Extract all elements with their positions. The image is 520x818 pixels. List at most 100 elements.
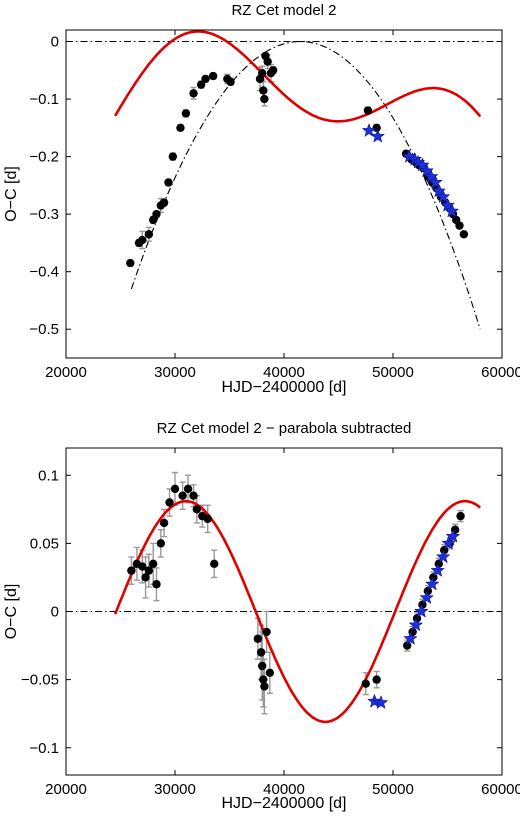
parabola-dashdot-curve: [130, 40, 481, 330]
y-tick-label: 0.05: [30, 535, 59, 552]
star-data-point: [435, 189, 451, 204]
y-tick-label: −0.1: [29, 740, 59, 757]
x-tick-label: 20000: [45, 781, 87, 798]
y-tick-label: −0.1: [29, 91, 59, 108]
data-point: [259, 86, 268, 95]
x-tick-label: 20000: [45, 364, 87, 381]
plot-frame: [65, 447, 503, 776]
data-point: [372, 123, 381, 133]
data-point: [262, 627, 271, 637]
data-point: [168, 152, 178, 161]
data-point: [170, 484, 180, 494]
data-point: [203, 514, 212, 524]
data-point: [260, 94, 269, 104]
chart-panel-1: RZ Cet model 2 20000 30000 40000 50000 60000 0…: [3, 2, 520, 396]
plot-area: [66, 471, 502, 724]
star-data-point: [419, 163, 435, 178]
data-point: [459, 230, 469, 239]
data-point: [176, 123, 185, 133]
data-point: [156, 539, 166, 548]
data-point: [363, 106, 373, 115]
data-point: [126, 258, 135, 268]
data-point: [144, 230, 154, 239]
y-tick-label: −0.4: [29, 264, 59, 281]
data-point: [192, 505, 201, 514]
x-tick-label: 50000: [372, 781, 414, 798]
data-point: [152, 209, 161, 219]
y-tick-label: 0: [51, 604, 59, 621]
data-point: [201, 74, 210, 84]
x-tick-label: 30000: [154, 364, 196, 381]
data-point: [361, 679, 370, 688]
data-point: [402, 641, 412, 650]
data-point: [258, 68, 267, 78]
star-data-point: [435, 549, 451, 564]
y-tick-label: 0.1: [38, 467, 59, 484]
data-point: [268, 66, 278, 75]
star-data-point: [414, 603, 429, 618]
data-point: [159, 198, 169, 207]
data-point: [259, 675, 268, 684]
data-point: [189, 89, 198, 98]
fit-curve: [113, 30, 482, 123]
star-data-point: [403, 631, 418, 645]
star-data-point: [445, 528, 461, 543]
star-data-point: [419, 590, 435, 605]
data-point: [208, 71, 218, 81]
x-tick-label: 60000: [481, 781, 520, 798]
data-point: [152, 580, 161, 589]
star-data-point: [430, 562, 445, 577]
x-tick-label: 30000: [154, 781, 196, 798]
data-point: [189, 491, 198, 500]
data-point: [183, 484, 193, 494]
data-point: [226, 77, 235, 86]
data-point: [210, 559, 219, 569]
star-data-point: [373, 695, 389, 710]
y-tick-label: −0.05: [21, 672, 59, 689]
star-data-point: [423, 168, 439, 183]
star-data-point: [441, 535, 456, 550]
y-tick-label: −0.2: [29, 149, 59, 166]
data-point: [456, 511, 465, 521]
star-data-point: [415, 157, 430, 172]
data-point: [455, 221, 464, 230]
star-data-point: [444, 203, 460, 218]
data-point: [265, 668, 275, 678]
data-point: [253, 634, 263, 643]
x-tick-label: 60000: [481, 364, 520, 381]
data-point: [149, 559, 158, 569]
x-axis-label: HJD−2400000 [d]: [222, 379, 347, 396]
chart-panel-2: RZ Cet model 2 − parabola subtracted 2000…: [3, 420, 520, 812]
data-point: [127, 566, 136, 575]
data-point: [178, 491, 187, 500]
star-data-point: [440, 197, 455, 212]
data-point: [138, 562, 147, 571]
data-point: [164, 178, 173, 187]
x-tick-label: 40000: [263, 781, 305, 798]
y-axis-label: O−C [d]: [3, 166, 20, 222]
fit-curve: [113, 499, 482, 724]
plot-frame: [65, 29, 503, 359]
star-data-point: [370, 128, 386, 143]
data-point: [256, 648, 266, 657]
data-point: [159, 518, 169, 528]
x-tick-label: 50000: [372, 364, 414, 381]
data-point: [258, 661, 267, 671]
star-data-point: [431, 183, 447, 198]
y-axis-label: O−C [d]: [3, 584, 20, 640]
data-point: [138, 235, 147, 245]
y-tick-label: −0.5: [29, 321, 59, 338]
data-point: [181, 109, 191, 118]
data-point: [144, 566, 154, 575]
y-tick-label: −0.3: [29, 206, 59, 223]
data-point: [263, 57, 272, 66]
data-point: [260, 682, 269, 691]
x-tick-label: 40000: [263, 364, 305, 381]
data-point: [165, 498, 174, 507]
star-data-point: [408, 617, 424, 632]
data-point: [372, 675, 381, 684]
plot-area: [66, 30, 502, 330]
y-tick-label: 0: [51, 34, 59, 51]
chart-title: RZ Cet model 2 − parabola subtracted: [157, 420, 412, 437]
